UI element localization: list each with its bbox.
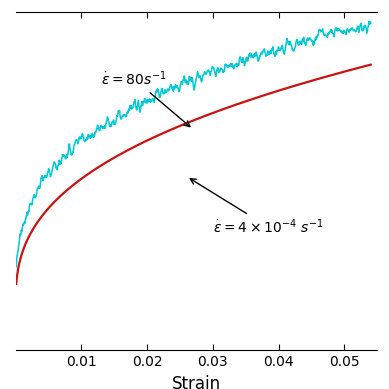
X-axis label: Strain: Strain (172, 375, 221, 389)
Text: $\dot{\varepsilon} = 4 \times10^{-4}\ s^{-1}$: $\dot{\varepsilon} = 4 \times10^{-4}\ s^… (190, 179, 324, 236)
Text: $\dot{\varepsilon} = 80s^{-1}$: $\dot{\varepsilon} = 80s^{-1}$ (101, 70, 190, 126)
